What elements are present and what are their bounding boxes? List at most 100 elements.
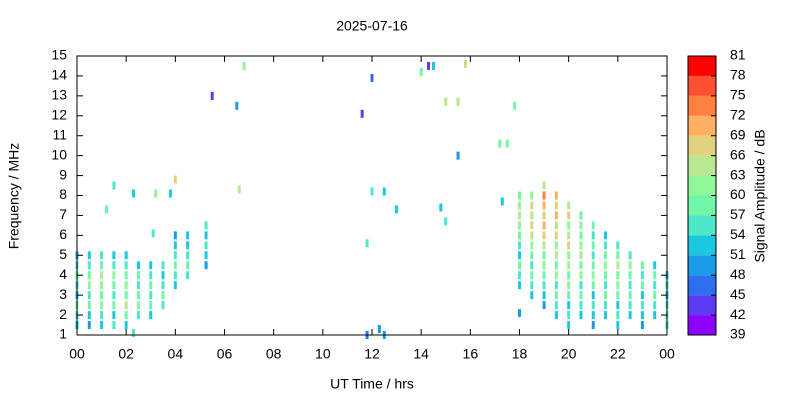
x-tick-label: 12 [364, 346, 380, 362]
data-point [628, 271, 632, 280]
x-tick-label: 10 [315, 346, 331, 362]
data-point [604, 271, 608, 280]
data-point [640, 301, 644, 310]
data-point [518, 211, 521, 220]
data-point [604, 251, 608, 260]
data-point [518, 309, 521, 318]
colorbar-tick-label: 42 [730, 306, 746, 322]
data-point [518, 241, 521, 250]
data-point [204, 261, 208, 270]
data-point [87, 251, 91, 260]
data-point [173, 231, 177, 240]
data-point [100, 281, 104, 290]
colorbar-tick-label: 78 [730, 67, 746, 83]
data-point [161, 261, 165, 270]
colorbar-band [688, 75, 716, 96]
data-point [591, 251, 595, 260]
data-point [439, 203, 443, 212]
data-point [186, 241, 190, 250]
data-point [554, 301, 558, 310]
data-point [87, 261, 91, 270]
data-point [149, 261, 153, 270]
data-point [100, 291, 104, 300]
data-point [124, 321, 128, 330]
data-point [136, 281, 140, 290]
data-point [168, 189, 172, 198]
data-point [112, 281, 116, 290]
x-tick-label: 22 [610, 346, 626, 362]
y-tick-label: 14 [51, 67, 67, 83]
data-point [161, 281, 165, 290]
colorbar-band [688, 115, 716, 136]
data-point [500, 197, 504, 206]
data-point [530, 261, 534, 270]
data-point [530, 201, 534, 210]
data-point [567, 241, 571, 250]
data-point [136, 311, 140, 320]
data-point [204, 251, 208, 260]
colorbar-band [688, 255, 716, 276]
data-point [616, 281, 620, 290]
data-point [161, 271, 165, 280]
data-point [567, 211, 571, 220]
data-point [591, 311, 595, 320]
data-point [591, 231, 595, 240]
data-point [640, 261, 644, 270]
data-point [124, 271, 128, 280]
data-point [616, 261, 620, 270]
data-point [124, 281, 128, 290]
data-point [237, 185, 241, 194]
colorbar-band [688, 56, 716, 76]
data-point [554, 311, 558, 320]
data-point [186, 231, 190, 240]
data-point [87, 301, 91, 310]
data-point [542, 191, 546, 200]
colorbar-band [688, 195, 716, 216]
data-point [112, 181, 116, 190]
colorbar-band [688, 175, 716, 196]
data-point [518, 281, 521, 290]
data-point [100, 301, 104, 310]
y-tick-label: 7 [59, 206, 67, 222]
data-point [173, 251, 177, 260]
data-point [542, 291, 546, 300]
data-point [173, 271, 177, 280]
data-point [579, 221, 583, 230]
data-point [456, 97, 460, 106]
colorbar-label: Signal Amplitude / dB [752, 129, 768, 262]
data-point [640, 271, 644, 280]
data-point [161, 301, 165, 310]
data-point [154, 189, 158, 198]
data-point [653, 261, 657, 270]
data-point [567, 321, 571, 330]
data-point [370, 73, 374, 82]
data-point [242, 61, 246, 70]
data-point [604, 291, 608, 300]
colorbar-tick-label: 45 [730, 286, 746, 302]
data-point [87, 291, 91, 300]
data-point [431, 61, 435, 70]
colorbar-tick-label: 75 [730, 87, 746, 103]
data-point [112, 291, 116, 300]
data-point [377, 325, 381, 334]
data-point [616, 251, 620, 260]
data-point [591, 271, 595, 280]
colorbar-tick-label: 57 [730, 206, 746, 222]
data-point [616, 311, 620, 320]
data-point [653, 281, 657, 290]
data-point [542, 301, 546, 310]
data-point [579, 301, 583, 310]
data-point [87, 281, 91, 290]
y-tick-label: 3 [59, 286, 67, 302]
data-point [554, 271, 558, 280]
data-point [419, 67, 423, 76]
y-tick-label: 9 [59, 166, 67, 182]
data-point [124, 261, 128, 270]
data-point [204, 241, 208, 250]
data-point [161, 291, 165, 300]
data-point [186, 261, 190, 270]
colorbar-band [688, 275, 716, 296]
data-point [628, 311, 632, 320]
y-tick-label: 11 [52, 126, 67, 142]
data-point [186, 271, 190, 280]
